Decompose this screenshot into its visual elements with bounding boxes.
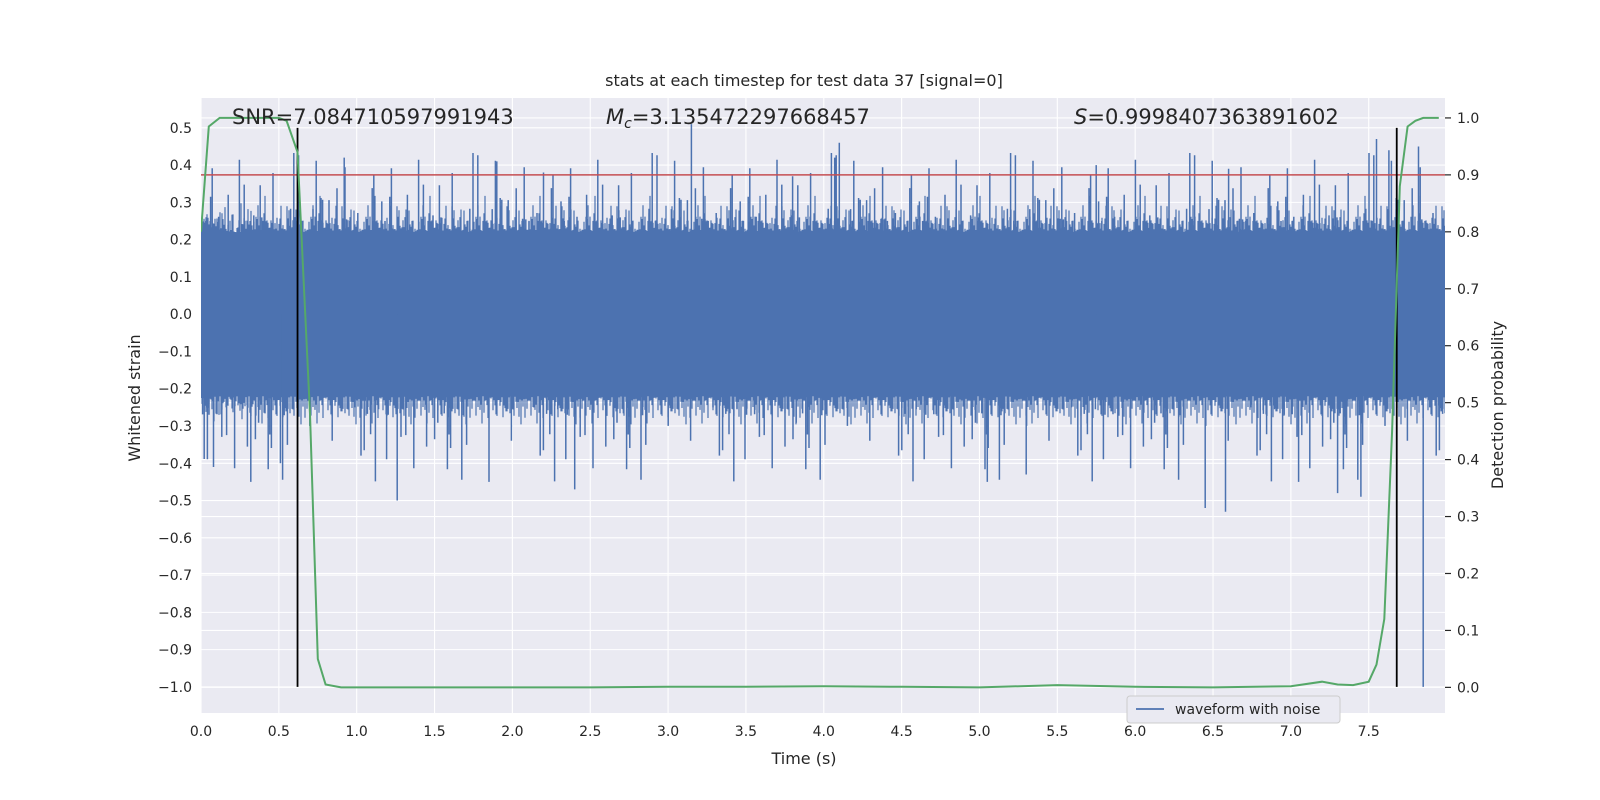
x-tick-label: 4.0 [813, 724, 835, 740]
y-right-tick-label: 0.5 [1457, 396, 1479, 412]
y-tick-label: −0.3 [158, 419, 192, 435]
x-tick-label: 6.0 [1124, 724, 1146, 740]
x-tick-label: 5.5 [1046, 724, 1068, 740]
y-right-tick-label: 0.6 [1457, 339, 1479, 355]
x-tick-label: 7.5 [1358, 724, 1380, 740]
x-tick-label: 1.0 [346, 724, 368, 740]
y-tick-label: 0.5 [170, 121, 192, 137]
y-tick-label: 0.0 [170, 307, 192, 323]
y-tick-label: −0.7 [158, 568, 192, 584]
y-tick-label: 0.1 [170, 270, 192, 286]
mc-value: =3.135472297668457 [632, 105, 870, 129]
waveform-series [201, 124, 1445, 687]
mc-subscript: c [624, 116, 632, 132]
y-tick-label: −0.5 [158, 494, 192, 510]
y-right-tick-label: 0.7 [1457, 282, 1479, 298]
x-tick-label: 0.0 [190, 724, 212, 740]
y-axis-ticks: 0.5 0.4 0.3 0.2 0.1 0.0 −0.1 −0.2 −0.3 −0.4 −0.5 −0… [158, 121, 192, 696]
y-right-tick-label: 0.1 [1457, 623, 1479, 639]
y-tick-label: 0.3 [170, 195, 192, 211]
detection-probability-line [201, 116, 1439, 689]
y-right-tick-label: 0.2 [1457, 566, 1479, 582]
legend-box [1126, 695, 1341, 724]
legend-label: waveform with noise [1175, 702, 1320, 718]
snr-annotation: SNR=7.084710597991943 [232, 105, 514, 129]
y-right-tick-label: 1.0 [1457, 111, 1479, 127]
s-symbol: S [1074, 105, 1087, 129]
x-axis-ticks: 0.0 0.5 1.0 1.5 2.0 2.5 3.0 3.5 4.0 4.5 5.0 5.5 6.0 6… [190, 724, 1380, 740]
x-tick-label: 1.5 [423, 724, 445, 740]
x-tick-label: 3.0 [657, 724, 679, 740]
y-right-tick-label: 0.8 [1457, 225, 1479, 241]
waveform-spikes [201, 124, 1444, 687]
y-tick-label: −0.4 [158, 456, 192, 472]
s-annotation: S=0.9998407363891602 [1074, 105, 1339, 129]
x-tick-label: 6.5 [1202, 724, 1224, 740]
chart-title: stats at each timestep for test data 37 … [605, 71, 1003, 90]
y-tick-label: −0.1 [158, 344, 192, 360]
y-axis-label: Whitened strain [125, 334, 144, 461]
y-tick-label: −0.8 [158, 605, 192, 621]
y-tick-label: −0.6 [158, 531, 192, 547]
y-right-tick-label: 0.3 [1457, 510, 1479, 526]
y-tick-label: 0.4 [170, 158, 192, 174]
mc-symbol: M [606, 105, 624, 129]
x-tick-label: 4.5 [890, 724, 912, 740]
x-tick-label: 7.0 [1280, 724, 1302, 740]
y-right-axis-ticks: 1.0 0.9 0.8 0.7 0.6 0.5 0.4 0.3 0.2 0.1 0.0 [1445, 111, 1479, 696]
x-tick-label: 2.0 [501, 724, 523, 740]
y-right-tick-label: 0.4 [1457, 453, 1479, 469]
mc-annotation: Mc=3.135472297668457 [606, 105, 870, 132]
y-tick-label: −0.9 [158, 643, 192, 659]
legend: waveform with noise [1126, 695, 1341, 724]
x-tick-label: 0.5 [268, 724, 290, 740]
y-tick-label: 0.2 [170, 233, 192, 249]
y-right-tick-label: 0.9 [1457, 168, 1479, 184]
s-value: =0.9998407363891602 [1087, 105, 1338, 129]
y-tick-label: −1.0 [158, 680, 192, 696]
y-right-tick-label: 0.0 [1457, 680, 1479, 696]
y-tick-label: −0.2 [158, 382, 192, 398]
x-axis-label: Time (s) [770, 749, 836, 768]
y-right-axis-label: Detection probability [1488, 321, 1507, 489]
x-tick-label: 5.0 [968, 724, 990, 740]
x-tick-label: 3.5 [735, 724, 757, 740]
x-tick-label: 2.5 [579, 724, 601, 740]
